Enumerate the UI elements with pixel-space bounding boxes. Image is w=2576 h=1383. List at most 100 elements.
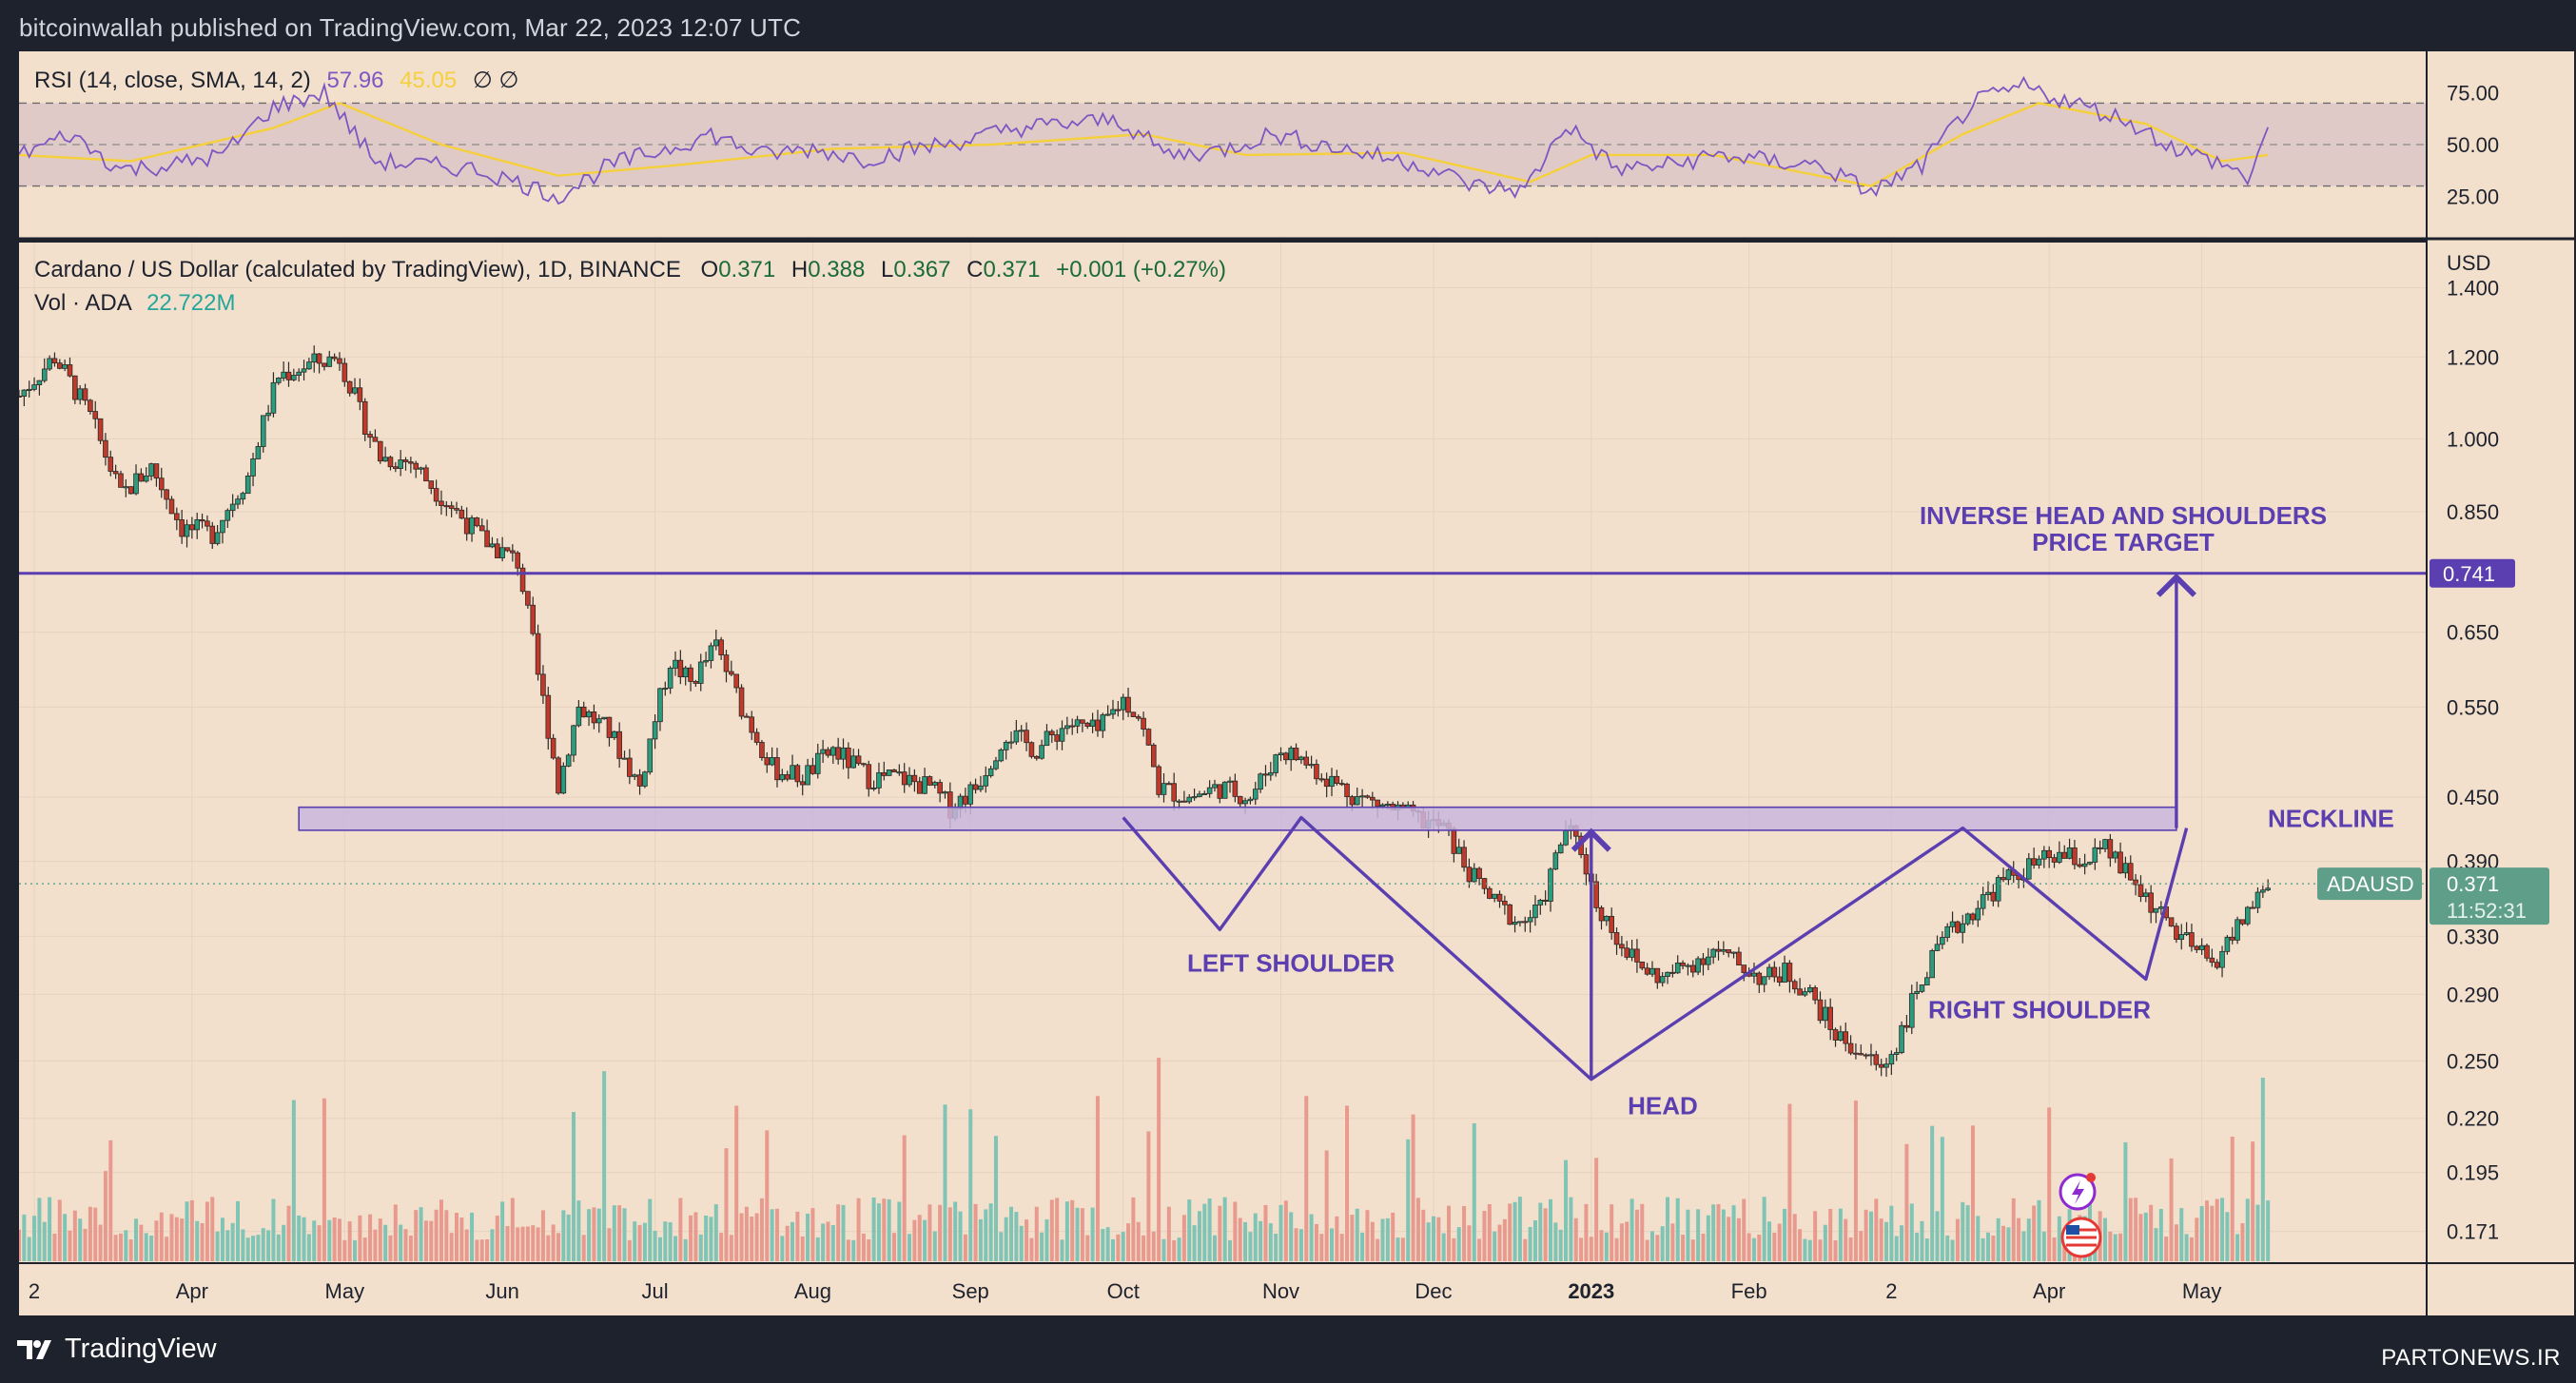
candle-body <box>560 766 567 794</box>
volume-bar <box>1823 1224 1827 1261</box>
candle-body <box>478 525 485 532</box>
candle-body <box>2204 945 2210 959</box>
candle-body <box>428 480 435 489</box>
time-axis[interactable] <box>19 1264 2574 1315</box>
candle-body <box>346 380 353 394</box>
volume-bar <box>393 1204 398 1261</box>
candle-body <box>1212 784 1218 789</box>
price-pane[interactable] <box>19 243 2426 1262</box>
candle-body <box>103 439 108 458</box>
volume-bar <box>1095 1096 1100 1261</box>
candle-body <box>1736 951 1742 966</box>
candle-body <box>2031 858 2037 866</box>
candle-body <box>1161 783 1167 795</box>
volume-bar <box>988 1203 993 1261</box>
volume-bar <box>999 1232 1004 1261</box>
volume-bar <box>1243 1221 1248 1261</box>
volume-bar <box>241 1229 245 1261</box>
volume-bar <box>1218 1205 1222 1261</box>
neckline-zone[interactable] <box>298 806 2177 831</box>
volume-bar <box>1584 1203 1589 1261</box>
volume-bar <box>958 1211 963 1261</box>
volume-bar <box>1640 1203 1645 1261</box>
candle-body <box>2066 847 2073 859</box>
candle-body <box>2214 962 2220 968</box>
volume-bar <box>1350 1215 1355 1261</box>
volume-bar <box>1447 1205 1452 1261</box>
price-axis[interactable] <box>2428 51 2574 1262</box>
volume-bar <box>932 1231 937 1261</box>
volume-bar <box>159 1212 164 1261</box>
volume-bar <box>1238 1217 1242 1261</box>
volume-bar <box>2158 1209 2163 1261</box>
rsi-legend[interactable]: RSI (14, close, SMA, 14, 2) 57.96 45.05 … <box>34 68 518 93</box>
volume-bar <box>1853 1101 1858 1261</box>
volume-bar <box>475 1239 479 1261</box>
candle-body <box>616 730 622 759</box>
volume-bar <box>887 1198 891 1261</box>
symbol-legend[interactable]: Cardano / US Dollar (calculated by Tradi… <box>34 257 1226 282</box>
site-watermark: PARTONEWS.IR <box>2381 1345 2561 1371</box>
volume-bar <box>1838 1208 1843 1261</box>
volume-bar <box>729 1235 733 1261</box>
volume-bar <box>2179 1208 2184 1261</box>
volume-bar <box>1391 1212 1395 1261</box>
candle-body <box>1700 958 1707 965</box>
candle-body <box>927 776 933 786</box>
candle-body <box>712 639 719 647</box>
volume-bar <box>765 1130 770 1261</box>
time-tick-label: 2 <box>29 1279 40 1303</box>
candle-body <box>143 475 149 482</box>
candle-body <box>2189 932 2195 947</box>
volume-bar <box>2195 1217 2199 1261</box>
candle-body <box>1074 719 1081 727</box>
volume-bar <box>1660 1226 1665 1261</box>
candle-body <box>67 364 73 377</box>
volume-legend[interactable]: Vol · ADA 22.722M <box>34 290 235 316</box>
candle-body <box>1120 696 1126 711</box>
volume-bar <box>1532 1220 1537 1261</box>
volume-bar <box>984 1209 988 1261</box>
volume-bar <box>1696 1209 1701 1261</box>
volume-bar <box>68 1230 72 1261</box>
time-tick-label: Jun <box>485 1279 518 1303</box>
candle-body <box>372 437 379 442</box>
chart-area[interactable]: INVERSE HEAD AND SHOULDERS PRICE TARGET … <box>0 49 2576 1316</box>
volume-bar <box>1080 1208 1084 1261</box>
candle-body <box>398 459 403 469</box>
volume-bar <box>1508 1203 1512 1261</box>
candle-body <box>667 668 673 689</box>
volume-bar <box>88 1206 92 1261</box>
currency-label: USD <box>2447 251 2490 275</box>
candle-body <box>463 517 470 535</box>
candle-body <box>814 752 821 774</box>
volume-bar <box>719 1233 724 1261</box>
candle-body <box>2143 892 2149 897</box>
time-tick-label: 2023 <box>1568 1279 1614 1303</box>
volume-bar <box>449 1233 454 1261</box>
volume-bar <box>1670 1223 1675 1261</box>
candle-body <box>1206 787 1213 794</box>
volume-bar <box>1742 1198 1747 1261</box>
volume-bar <box>1187 1199 1192 1261</box>
candle-body <box>133 473 139 495</box>
candle-body <box>1786 963 1793 983</box>
grid <box>19 243 2426 1261</box>
volume-bar <box>1477 1238 1482 1261</box>
candle-body <box>393 466 399 469</box>
volume-bar <box>2149 1204 2154 1261</box>
candle-body <box>62 364 68 369</box>
tradingview-logo[interactable]: TradingView <box>17 1334 217 1365</box>
candle-body <box>168 498 175 515</box>
candle-body <box>275 378 282 383</box>
volume-bar <box>1172 1239 1177 1261</box>
candle-body <box>1466 867 1473 883</box>
event-flags[interactable] <box>2059 1173 2102 1258</box>
volume-bar <box>1034 1206 1039 1261</box>
pattern-line[interactable] <box>1122 815 2189 1081</box>
volume-bar <box>1981 1237 1985 1261</box>
candle-body <box>790 765 795 780</box>
rsi-sma-value: 45.05 <box>400 68 457 93</box>
volume-bar <box>144 1233 148 1261</box>
target-annotation-line-2: PRICE TARGET <box>2032 528 2215 556</box>
